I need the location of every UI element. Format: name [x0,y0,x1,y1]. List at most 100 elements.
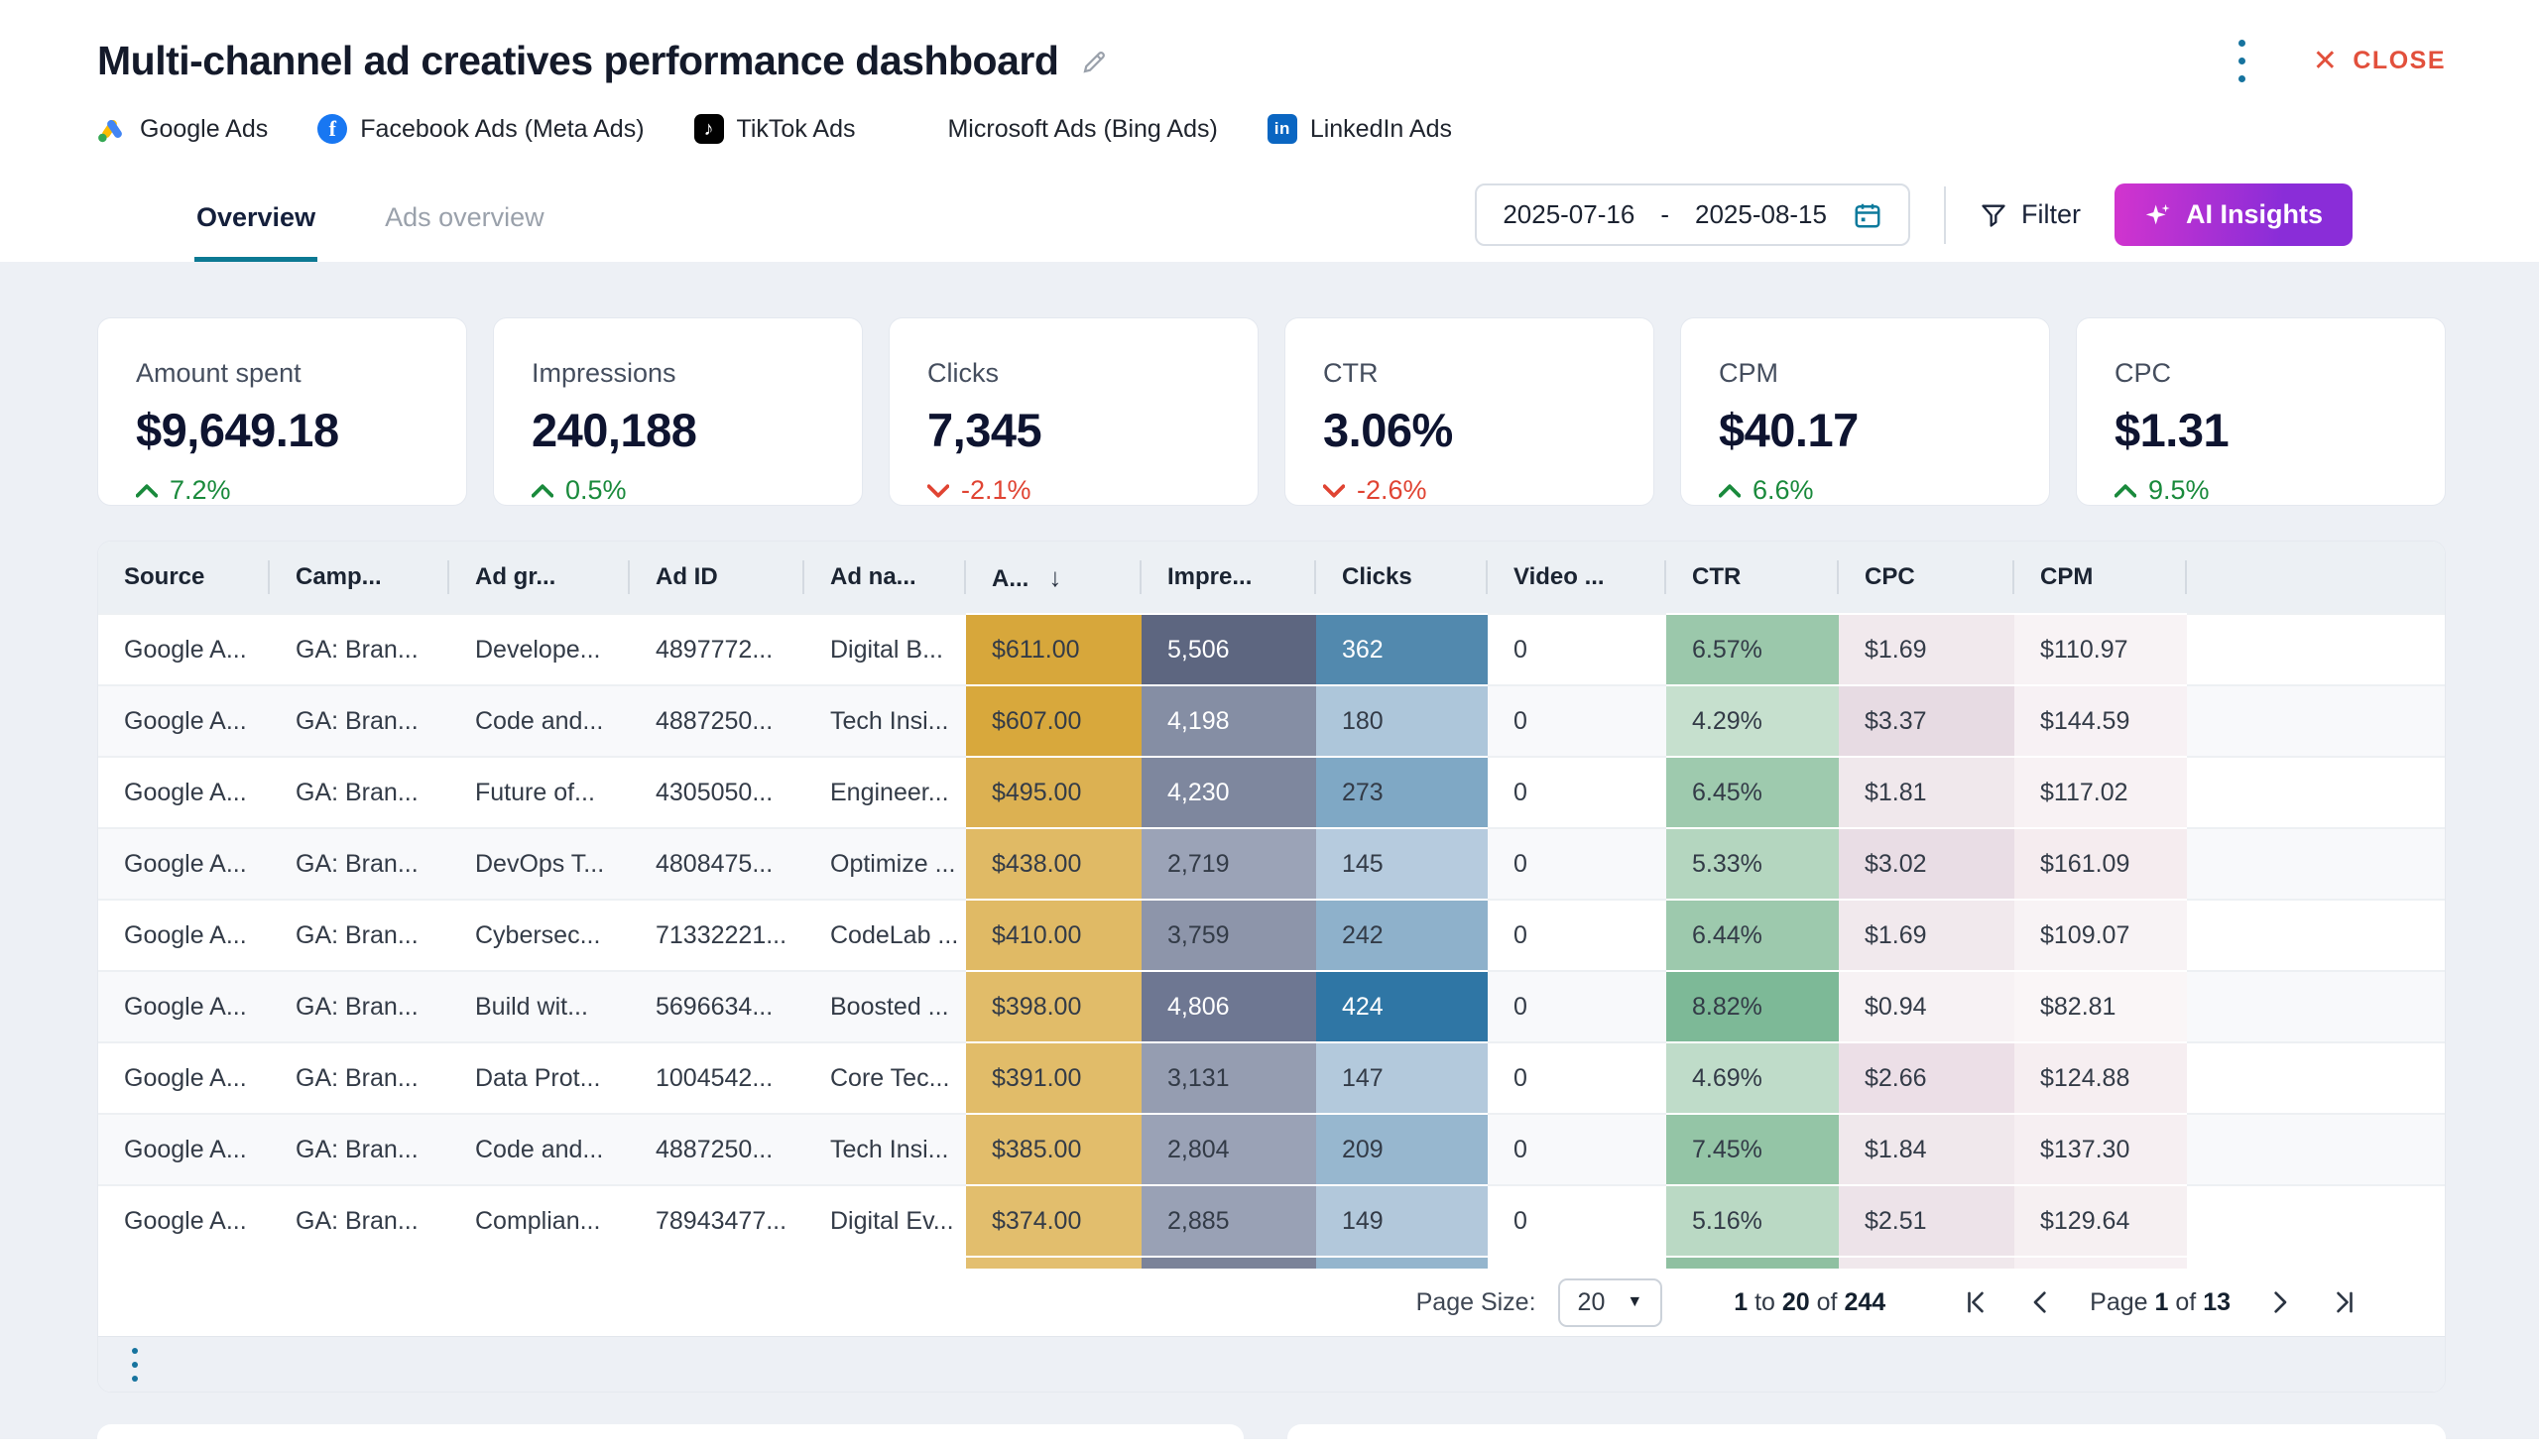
column-header-source[interactable]: Source [98,542,270,614]
table-cell: GA: Bran... [270,1184,449,1257]
kpi-label: CPC [2115,358,2172,388]
page-size-select[interactable]: 20 ▼ [1557,1277,1663,1327]
kpi-delta: 7.2% [136,475,428,506]
microsoft-icon [905,114,934,144]
table-cell: Develope... [449,613,630,685]
page-title: Multi-channel ad creatives performance d… [97,38,1059,83]
kpi-value: $40.17 [1719,404,1859,456]
table-cell: 147 [1316,1041,1488,1114]
kpi-delta: -2.1% [927,475,1220,506]
channel-legend: Google Ads f Facebook Ads (Meta Ads) ♪ TikTo… [97,114,2446,144]
column-header-cpc[interactable]: CPC [1839,542,2014,614]
kpi-delta-value: -2.1% [961,475,1031,505]
table-row[interactable]: Google A... GA: Bran... Code and... 4887250… [98,1113,2445,1185]
column-header-adid[interactable]: Ad ID [630,542,804,614]
column-header-adna[interactable]: Ad na... [804,542,966,614]
table-cell [449,1256,630,1269]
table-cell: Google A... [98,756,270,828]
table-cell: $82.81 [2014,970,2187,1042]
table-cell: $1.69 [1839,899,2014,971]
table-cell: Google A... [98,970,270,1042]
table-row[interactable]: Google A... GA: Bran... DevOps T... 4808475… [98,827,2445,900]
performance-table: Source Camp... Ad gr... Ad ID Ad na... A... ↓ I… [98,542,2445,1269]
table-cell [2187,1041,2445,1114]
table-cell: 145 [1316,827,1488,900]
kpi-value: 3.06% [1323,404,1453,456]
column-header-clicks[interactable]: Clicks [1316,542,1488,614]
table-cell: $2.51 [1839,1184,2014,1257]
table-row[interactable]: Google A... GA: Bran... Complian... 7894347… [98,1184,2445,1257]
table-row[interactable]: Google A... GA: Bran... Develope... 4897772… [98,613,2445,685]
close-button[interactable]: ✕ CLOSE [2313,46,2446,76]
kpi-value: 7,345 [927,404,1042,456]
column-header-cpm[interactable]: CPM [2014,542,2187,614]
tab-overview[interactable]: Overview [194,188,318,262]
table-cell: 2,719 [1142,827,1316,900]
header-section: Multi-channel ad creatives performance d… [0,0,2539,262]
tab-ads-overview[interactable]: Ads overview [385,202,544,232]
table-cell: $161.09 [2014,827,2187,900]
table-cell: Google A... [98,1184,270,1257]
table-body: Google A... GA: Bran... Develope... 4897772… [98,613,2445,1269]
next-page-button[interactable] [2270,1290,2292,1314]
trend-up-icon [2115,483,2136,498]
facebook-icon: f [317,114,348,144]
first-page-button[interactable] [1963,1290,1989,1314]
filter-icon [1980,201,2007,229]
table-row[interactable]: Google A... GA: Bran... Cybersec... 7133222… [98,899,2445,971]
table-cell [270,1256,449,1269]
table-row[interactable]: Google A... GA: Bran... Future of... 430505… [98,756,2445,828]
table-cell: $374.00 [966,1184,1142,1257]
table-cell: 4897772... [630,613,804,685]
column-header-a[interactable]: A... ↓ [966,542,1142,614]
performance-table-card: Source Camp... Ad gr... Ad ID Ad na... A... ↓ I… [97,541,2446,1393]
kpi-value: 240,188 [532,404,697,456]
table-cell: Google A... [98,684,270,757]
column-header-video[interactable]: Video ... [1488,542,1666,614]
more-options-icon[interactable] [2229,34,2255,88]
table-cell: 78943477... [630,1184,804,1257]
kpi-label: CPM [1719,358,1778,388]
table-cell: Complian... [449,1184,630,1257]
table-options-icon[interactable] [122,1344,148,1386]
page-indicator: Page 1 of 13 [2090,1287,2231,1316]
main-section: Amount spent $9,649.18 7.2% Impressions 240,… [0,262,2539,1456]
table-cell: $3.02 [1839,827,2014,900]
table-cell: GA: Bran... [270,756,449,828]
table-cell: GA: Bran... [270,970,449,1042]
table-cell: 209 [1316,1113,1488,1185]
table-cell: 4,198 [1142,684,1316,757]
edit-title-icon[interactable] [1080,47,1110,76]
filter-button[interactable]: Filter [1980,199,2081,230]
table-cell: Build wit... [449,970,630,1042]
bottom-left-card [97,1424,1244,1456]
kpi-card: CPM $40.17 6.6% [1680,317,2050,506]
date-range-picker[interactable]: 2025-07-16 - 2025-08-15 [1475,183,1910,246]
table-cell: 5.16% [1666,1184,1839,1257]
ai-insights-button[interactable]: AI Insights [2114,183,2353,246]
table-cell: 0 [1488,1041,1666,1114]
column-header-camp[interactable]: Camp... [270,542,449,614]
table-cell: $110.97 [2014,613,2187,685]
table-cell: 5,506 [1142,613,1316,685]
table-row[interactable]: Google A... GA: Bran... Build wit... 569663… [98,970,2445,1042]
page-size-label: Page Size: [1415,1287,1536,1316]
kpi-card: CTR 3.06% -2.6% [1284,317,1654,506]
toolbar-divider [1943,185,1946,244]
channel-label: Facebook Ads (Meta Ads) [360,114,645,143]
column-header-ctr[interactable]: CTR [1666,542,1839,614]
table-cell: Google A... [98,827,270,900]
column-header-adgr[interactable]: Ad gr... [449,542,630,614]
channel-label: LinkedIn Ads [1309,114,1452,143]
chevron-down-icon: ▼ [1627,1293,1643,1310]
table-row[interactable]: Google A... GA: Bran... Code and... 4887250… [98,684,2445,757]
column-header-impre[interactable]: Impre... [1142,542,1316,614]
table-row[interactable]: Google A... GA: Bran... Data Prot... 100454… [98,1041,2445,1114]
previous-page-button[interactable] [2028,1290,2050,1314]
tab-list: Overview Ads overview [194,188,546,262]
table-cell: GA: Bran... [270,827,449,900]
channel-label: Google Ads [140,114,269,143]
table-cell: 5.33% [1666,827,1839,900]
last-page-button[interactable] [2332,1290,2358,1314]
table-cell: 4.69% [1666,1041,1839,1114]
